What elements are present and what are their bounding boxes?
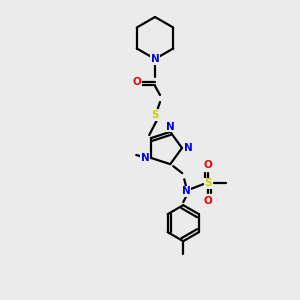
Text: S: S bbox=[205, 178, 212, 188]
Text: S: S bbox=[151, 110, 159, 120]
Text: N: N bbox=[182, 186, 190, 196]
Text: O: O bbox=[204, 160, 213, 170]
Text: N: N bbox=[184, 143, 192, 153]
Text: N: N bbox=[151, 54, 159, 64]
Text: N: N bbox=[166, 122, 175, 132]
Text: O: O bbox=[204, 196, 213, 206]
Text: N: N bbox=[141, 153, 150, 163]
Text: O: O bbox=[133, 77, 141, 87]
